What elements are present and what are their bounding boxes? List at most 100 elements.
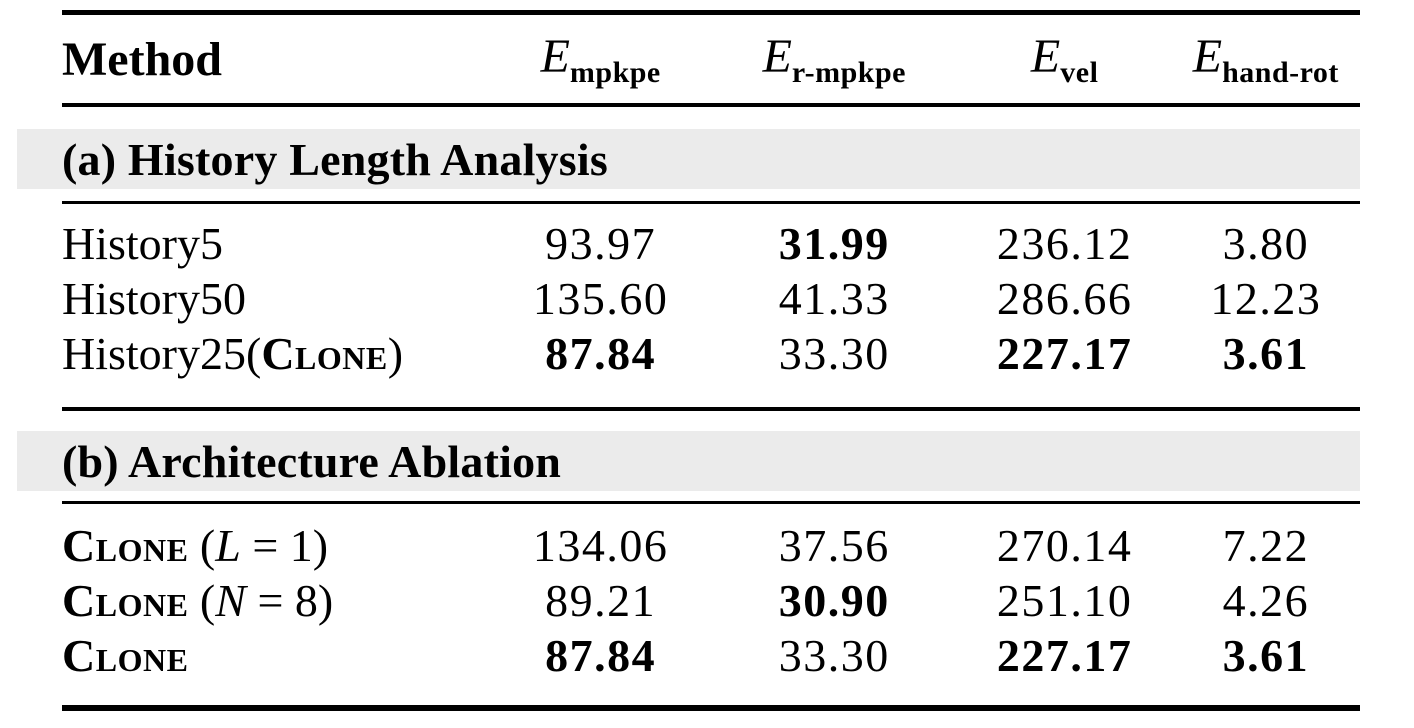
- value-cell-mpkpe: 87.84: [490, 327, 711, 380]
- value-cell-mpkpe: 87.84: [490, 629, 711, 682]
- column-header-hand-rot: Ehand-rot: [1172, 29, 1360, 90]
- metric-value: 227.17: [996, 630, 1133, 681]
- metric-symbol: E: [540, 29, 570, 83]
- metric-value: 3.61: [1222, 630, 1310, 681]
- value-cell-vel: 270.14: [958, 519, 1172, 572]
- value-cell-vel: 236.12: [958, 217, 1172, 270]
- metric-subscript: hand-rot: [1222, 55, 1339, 89]
- table-row-clone-l1: Clone (L = 1) 134.06 37.56 270.14 7.22: [62, 518, 1360, 573]
- value-cell-r-mpkpe: 30.90: [711, 574, 958, 627]
- column-header-r-mpkpe: Er-mpkpe: [711, 29, 958, 90]
- method-text: (: [188, 575, 216, 626]
- method-smallcaps-text: Clone: [62, 575, 189, 626]
- method-cell: History5: [62, 217, 490, 270]
- metric-value: 251.10: [996, 575, 1133, 626]
- metric-symbol: E: [762, 29, 792, 83]
- metric-value: 30.90: [778, 575, 890, 626]
- value-cell-hand-rot: 7.22: [1172, 519, 1360, 572]
- column-header-mpkpe: Empkpe: [490, 29, 711, 90]
- value-cell-hand-rot: 3.80: [1172, 217, 1360, 270]
- metric-value: 87.84: [545, 328, 657, 379]
- value-cell-hand-rot: 3.61: [1172, 327, 1360, 380]
- table-rule-top: [62, 10, 1360, 15]
- method-cell: Clone (N = 8): [62, 574, 490, 627]
- value-cell-mpkpe: 89.21: [490, 574, 711, 627]
- method-header-label: Method: [62, 32, 222, 86]
- metric-value: 93.97: [545, 218, 657, 269]
- value-cell-vel: 286.66: [958, 272, 1172, 325]
- metric-subscript: r-mpkpe: [791, 55, 906, 89]
- value-cell-mpkpe: 134.06: [490, 519, 711, 572]
- method-cell: Clone (L = 1): [62, 519, 490, 572]
- table-row-clone-n8: Clone (N = 8) 89.21 30.90 251.10 4.26: [62, 573, 1360, 628]
- column-header-method: Method: [62, 32, 490, 87]
- value-cell-vel: 251.10: [958, 574, 1172, 627]
- table-row-history50: History50 135.60 41.33 286.66 12.23: [62, 271, 1360, 326]
- metric-value: 12.23: [1210, 273, 1322, 324]
- method-math-var: N: [215, 575, 246, 626]
- section-b-title: (b) Architecture Ablation: [62, 435, 562, 487]
- section-a-rows: History5 93.97 31.99 236.12 3.80 History…: [62, 204, 1360, 407]
- metric-value: 33.30: [778, 630, 890, 681]
- method-text: = 1): [240, 520, 329, 571]
- value-cell-mpkpe: 93.97: [490, 217, 711, 270]
- method-text: ): [387, 328, 404, 379]
- method-cell: History25(Clone): [62, 327, 490, 380]
- method-text: History5: [62, 218, 223, 269]
- metric-value: 87.84: [545, 630, 657, 681]
- metric-subscript: vel: [1060, 55, 1099, 89]
- metric-value: 227.17: [996, 328, 1133, 379]
- metric-value: 270.14: [996, 520, 1133, 571]
- section-b-rows: Clone (L = 1) 134.06 37.56 270.14 7.22 C…: [62, 504, 1360, 705]
- metric-value: 37.56: [778, 520, 890, 571]
- metric-value: 41.33: [778, 273, 890, 324]
- metric-value: 135.60: [532, 273, 669, 324]
- value-cell-vel: 227.17: [958, 629, 1172, 682]
- table-rule-bottom: [62, 705, 1360, 711]
- metric-value: 4.26: [1222, 575, 1310, 626]
- table-rule-after-band-a: [62, 201, 1360, 204]
- method-smallcaps-text: Clone: [62, 630, 189, 681]
- section-a-title: (a) History Length Analysis: [62, 133, 608, 185]
- metric-value: 134.06: [532, 520, 669, 571]
- section-a-header-band: (a) History Length Analysis: [17, 129, 1360, 189]
- method-text: History50: [62, 273, 246, 324]
- metric-value: 31.99: [778, 218, 890, 269]
- column-header-vel: Evel: [958, 29, 1172, 90]
- method-cell: History50: [62, 272, 490, 325]
- value-cell-r-mpkpe: 31.99: [711, 217, 958, 270]
- metric-symbol: E: [1192, 29, 1223, 83]
- metric-value: 3.80: [1222, 218, 1310, 269]
- metric-value: 7.22: [1222, 520, 1310, 571]
- method-text: = 8): [245, 575, 334, 626]
- method-math-var: L: [215, 520, 241, 571]
- value-cell-hand-rot: 4.26: [1172, 574, 1360, 627]
- section-b-header-band: (b) Architecture Ablation: [17, 431, 1360, 491]
- method-text: History25(: [62, 328, 262, 379]
- metric-value: 286.66: [996, 273, 1133, 324]
- table-rule-under-header: [62, 103, 1360, 107]
- table-header-row: Method Empkpe Er-mpkpe Evel Ehand-rot: [62, 15, 1360, 103]
- method-smallcaps-text: Clone: [261, 328, 388, 379]
- metric-subscript: mpkpe: [569, 55, 661, 89]
- value-cell-vel: 227.17: [958, 327, 1172, 380]
- value-cell-r-mpkpe: 33.30: [711, 327, 958, 380]
- method-smallcaps-text: Clone: [62, 520, 189, 571]
- metric-value: 3.61: [1222, 328, 1310, 379]
- value-cell-hand-rot: 3.61: [1172, 629, 1360, 682]
- table-row-history25-clone: History25(Clone) 87.84 33.30 227.17 3.61: [62, 326, 1360, 381]
- value-cell-hand-rot: 12.23: [1172, 272, 1360, 325]
- table-rule-after-band-b: [62, 501, 1360, 504]
- metric-value: 89.21: [545, 575, 657, 626]
- value-cell-mpkpe: 135.60: [490, 272, 711, 325]
- method-cell: Clone: [62, 629, 490, 682]
- table-rule-between-sections: [62, 407, 1360, 411]
- method-text: (: [188, 520, 216, 571]
- metric-value: 236.12: [996, 218, 1133, 269]
- table-row-history5: History5 93.97 31.99 236.12 3.80: [62, 216, 1360, 271]
- value-cell-r-mpkpe: 37.56: [711, 519, 958, 572]
- value-cell-r-mpkpe: 33.30: [711, 629, 958, 682]
- metric-value: 33.30: [778, 328, 890, 379]
- table-row-clone: Clone 87.84 33.30 227.17 3.61: [62, 628, 1360, 683]
